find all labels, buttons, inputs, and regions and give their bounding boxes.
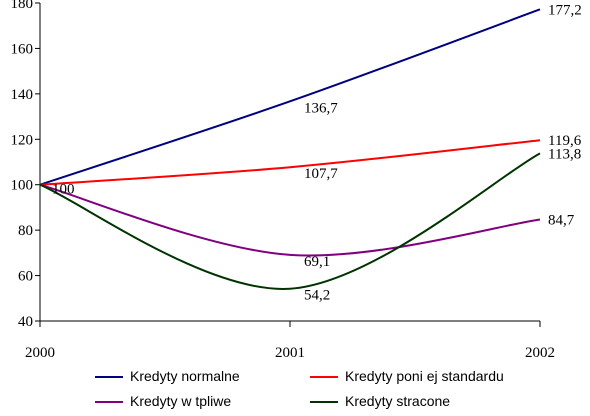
series-line-1 bbox=[39, 8, 541, 186]
data-label: 136,7 bbox=[304, 100, 338, 116]
legend-label: Kredyty normalne bbox=[130, 368, 240, 384]
series-line-4 bbox=[39, 152, 541, 290]
data-label: 69,1 bbox=[304, 254, 330, 270]
y-tick-label: 80 bbox=[18, 223, 33, 239]
y-tick-label: 40 bbox=[18, 314, 33, 330]
y-tick-label: 120 bbox=[11, 132, 34, 148]
series-line-3 bbox=[39, 183, 541, 257]
data-label: 107,7 bbox=[304, 166, 338, 182]
data-label: 119,6 bbox=[548, 133, 582, 149]
data-label: 54,2 bbox=[304, 288, 330, 304]
y-tick-label: 140 bbox=[11, 87, 34, 103]
x-axis-ticks: 2000 2001 2002 bbox=[25, 321, 555, 361]
data-label: 84,7 bbox=[548, 212, 575, 228]
legend: Kredyty normalne Kredyty poni ej standard… bbox=[95, 368, 504, 409]
x-tick-label: 2000 bbox=[25, 345, 55, 361]
y-tick-label: 180 bbox=[11, 0, 34, 12]
origin-data-label: 100 bbox=[52, 182, 75, 198]
data-label: 177,2 bbox=[548, 2, 582, 18]
chart-axes bbox=[39, 3, 540, 322]
legend-label: Kredyty poni ej standardu bbox=[345, 368, 504, 384]
series-line-2 bbox=[39, 139, 541, 186]
series-lines bbox=[39, 8, 541, 290]
x-tick-label: 2002 bbox=[525, 345, 555, 361]
legend-label: Kredyty stracone bbox=[345, 393, 450, 409]
data-labels: 136,7 177,2 107,7 119,6 69,1 84,7 54,2 113,8 100 bbox=[52, 2, 582, 303]
y-tick-label: 60 bbox=[18, 269, 33, 285]
y-tick-label: 160 bbox=[11, 41, 34, 57]
x-tick-label: 2001 bbox=[275, 345, 305, 361]
data-label: 113,8 bbox=[548, 146, 581, 162]
y-tick-label: 100 bbox=[11, 178, 34, 194]
legend-label: Kredyty w tpliwe bbox=[130, 393, 231, 409]
y-axis-ticks: 40 60 80 100 120 140 160 180 bbox=[11, 0, 40, 330]
